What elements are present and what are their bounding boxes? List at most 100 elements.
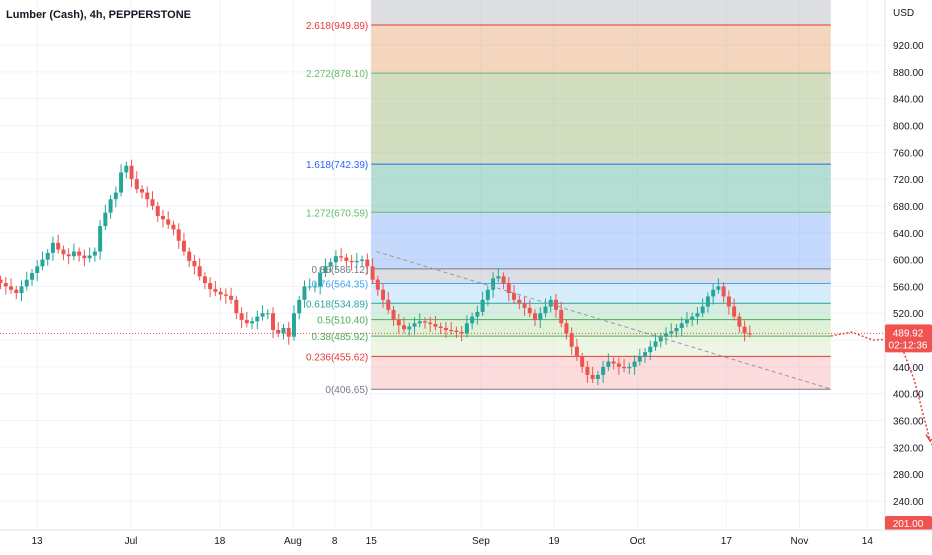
candle-body[interactable] — [155, 205, 160, 216]
candle[interactable] — [87, 247, 92, 263]
candle[interactable] — [627, 362, 632, 375]
candle-body[interactable] — [61, 249, 66, 255]
candle-body[interactable] — [517, 299, 522, 304]
candle[interactable] — [559, 301, 564, 328]
candle[interactable] — [98, 220, 103, 260]
candle[interactable] — [574, 338, 579, 361]
candle[interactable] — [354, 252, 359, 267]
candle[interactable] — [145, 186, 150, 208]
candle-body[interactable] — [66, 254, 71, 257]
candle[interactable] — [569, 327, 574, 355]
candle[interactable] — [747, 325, 752, 338]
candle[interactable] — [580, 352, 585, 373]
candle[interactable] — [643, 348, 648, 363]
candle[interactable] — [0, 275, 3, 290]
candle-body[interactable] — [737, 316, 742, 327]
candle[interactable] — [223, 288, 228, 304]
candle-body[interactable] — [171, 224, 176, 230]
candle[interactable] — [669, 323, 674, 338]
candle-body[interactable] — [349, 260, 354, 263]
candle-body[interactable] — [29, 273, 34, 280]
candle-body[interactable] — [113, 192, 118, 200]
candle-body[interactable] — [538, 313, 543, 320]
candle[interactable] — [679, 317, 684, 337]
candle-body[interactable] — [255, 316, 260, 322]
candle-body[interactable] — [35, 266, 40, 273]
candle-body[interactable] — [669, 331, 674, 334]
candle[interactable] — [496, 268, 501, 283]
candle[interactable] — [538, 307, 543, 328]
candle-body[interactable] — [265, 313, 270, 315]
candle[interactable] — [349, 254, 354, 271]
candle[interactable] — [533, 309, 537, 326]
candle-body[interactable] — [506, 283, 511, 294]
candle-body[interactable] — [438, 326, 443, 328]
candle[interactable] — [512, 285, 517, 304]
candle[interactable] — [119, 164, 124, 197]
candle-body[interactable] — [601, 366, 606, 375]
candle[interactable] — [312, 282, 317, 293]
candle[interactable] — [622, 358, 627, 373]
candle-body[interactable] — [449, 330, 454, 331]
candle-body[interactable] — [616, 363, 621, 367]
candle-body[interactable] — [77, 251, 82, 256]
candle-body[interactable] — [202, 276, 207, 284]
candle-body[interactable] — [417, 321, 422, 324]
candle[interactable] — [464, 315, 469, 338]
candle-body[interactable] — [700, 306, 705, 314]
candle-body[interactable] — [716, 286, 721, 290]
candle-body[interactable] — [454, 330, 459, 333]
candle[interactable] — [454, 326, 459, 339]
candle[interactable] — [695, 307, 700, 325]
candle[interactable] — [396, 313, 401, 334]
candle-body[interactable] — [381, 289, 386, 300]
candle[interactable] — [506, 277, 511, 302]
candle[interactable] — [61, 245, 66, 261]
candle[interactable] — [344, 253, 349, 267]
candle-body[interactable] — [166, 219, 171, 225]
candle-body[interactable] — [375, 279, 380, 290]
candle-body[interactable] — [145, 192, 150, 200]
candle-body[interactable] — [690, 316, 695, 320]
candle[interactable] — [648, 340, 653, 361]
target-price-badge[interactable] — [885, 516, 932, 530]
candle-body[interactable] — [527, 307, 532, 314]
candle-body[interactable] — [302, 286, 307, 300]
candle-body[interactable] — [580, 356, 585, 367]
candle[interactable] — [664, 327, 668, 345]
candle[interactable] — [318, 266, 323, 295]
candle[interactable] — [103, 204, 108, 231]
candle[interactable] — [690, 312, 695, 326]
candle-body[interactable] — [606, 361, 611, 367]
candle[interactable] — [265, 309, 270, 320]
candle[interactable] — [66, 248, 71, 265]
candle-body[interactable] — [611, 361, 616, 364]
candle[interactable] — [302, 280, 307, 308]
candle[interactable] — [150, 191, 155, 210]
candle-body[interactable] — [632, 361, 637, 367]
candle-body[interactable] — [522, 303, 527, 308]
candle[interactable] — [339, 248, 344, 262]
candle[interactable] — [732, 298, 737, 321]
candle-body[interactable] — [124, 165, 129, 173]
candle-body[interactable] — [134, 179, 139, 190]
candle-body[interactable] — [553, 299, 558, 310]
candle-body[interactable] — [50, 242, 55, 253]
candle[interactable] — [113, 186, 118, 208]
candle[interactable] — [244, 311, 249, 328]
candle[interactable] — [218, 287, 223, 301]
candle-body[interactable] — [548, 299, 553, 307]
candle-body[interactable] — [491, 278, 496, 290]
candle[interactable] — [71, 243, 76, 261]
candles[interactable] — [0, 159, 752, 385]
candle[interactable] — [291, 305, 296, 341]
candle-body[interactable] — [590, 374, 595, 379]
candle-body[interactable] — [129, 165, 134, 180]
candle[interactable] — [82, 249, 87, 267]
candle[interactable] — [129, 159, 134, 188]
candle-body[interactable] — [396, 319, 401, 326]
candle-body[interactable] — [150, 199, 155, 206]
candle-body[interactable] — [543, 306, 548, 314]
candle[interactable] — [234, 295, 239, 320]
candle-body[interactable] — [428, 322, 433, 324]
